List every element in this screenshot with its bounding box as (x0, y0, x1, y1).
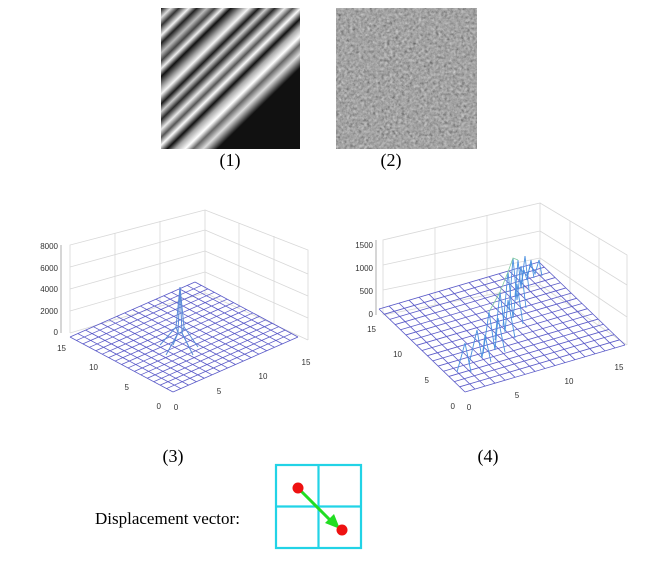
ridge-4 (456, 255, 543, 373)
mesh-line (478, 279, 566, 363)
mesh-line (89, 291, 215, 348)
mesh-line (194, 281, 299, 338)
mesh-line (171, 291, 275, 348)
mesh-line (82, 288, 209, 345)
y-tick: 10 (89, 363, 98, 372)
x-tick: 0 (467, 403, 472, 412)
y-tick: 5 (125, 383, 130, 392)
z-tick: 2000 (40, 307, 58, 316)
x-tick: 15 (615, 363, 624, 372)
mesh-line (538, 261, 626, 346)
y-tick: 5 (425, 376, 430, 385)
mesh-line (155, 298, 260, 355)
x-tick: 5 (217, 387, 222, 396)
mesh-3 (69, 281, 299, 393)
mesh-line (179, 288, 283, 345)
mesh-line (498, 273, 586, 358)
z-ticks-4: 0 500 1000 1500 (355, 241, 373, 319)
z-tick: 1500 (355, 241, 373, 250)
y-tick: 15 (57, 344, 66, 353)
x-tick: 10 (259, 372, 268, 381)
x-tick: 0 (174, 403, 179, 412)
mesh-line (405, 287, 566, 336)
z-tick: 0 (369, 310, 374, 319)
mesh-line (411, 292, 572, 341)
y-tick: 0 (451, 402, 456, 411)
peak-3 (159, 286, 199, 356)
x-ticks-4: 0 5 10 15 (467, 363, 624, 412)
start-point-dot (292, 482, 304, 494)
surface-plot-3: 0 2000 4000 6000 8000 0 5 10 15 0 5 10 1… (40, 209, 311, 412)
z-tick: 4000 (40, 285, 58, 294)
displacement-arrow (296, 486, 340, 529)
caption-3: (3) (162, 446, 184, 466)
caption-4: (4) (477, 446, 499, 466)
x-tick: 10 (565, 377, 574, 386)
mesh-line (108, 302, 234, 358)
mesh-line (95, 295, 221, 352)
mesh-line (147, 302, 252, 358)
displacement-label: Displacement vector: (95, 509, 240, 528)
z-tick: 8000 (40, 242, 58, 251)
x-tick: 15 (302, 358, 311, 367)
y-ticks-4: 0 5 10 15 (367, 325, 455, 411)
ridge-4-highlight (488, 257, 519, 313)
z-tick: 6000 (40, 264, 58, 273)
mesh-line (528, 264, 616, 349)
mesh-line (384, 266, 545, 315)
z-ticks-3: 0 2000 4000 6000 8000 (40, 242, 58, 337)
stripe-texture (161, 8, 300, 149)
x-tick: 5 (515, 391, 520, 400)
y-tick: 10 (393, 350, 402, 359)
y-tick: 0 (157, 402, 162, 411)
mesh-line (421, 303, 583, 351)
noise-texture (336, 8, 477, 149)
plot-box-3 (69, 209, 309, 341)
mesh-line (140, 305, 244, 362)
texture-image-1 (161, 8, 300, 149)
texture-image-2 (336, 8, 477, 149)
end-point-dot (336, 524, 348, 536)
z-tick: 1000 (355, 264, 373, 273)
mesh-line (488, 276, 576, 360)
mesh-line (102, 298, 228, 355)
x-ticks-3: 0 5 10 15 (174, 358, 311, 412)
z-tick: 500 (360, 287, 374, 296)
y-ticks-3: 0 5 10 15 (57, 344, 161, 411)
caption-1: (1) (219, 150, 241, 170)
caption-2: (2) (380, 150, 402, 170)
mesh-line (186, 285, 291, 341)
mesh-line (69, 281, 196, 338)
mesh-line (518, 267, 606, 352)
mesh-line (400, 282, 561, 331)
z-tick: 0 (54, 328, 59, 337)
surface-plot-4: 0 500 1000 1500 0 5 10 15 0 5 10 15 (355, 202, 628, 412)
displacement-vector-diagram (274, 463, 363, 550)
mesh-4 (378, 261, 626, 393)
y-tick: 15 (367, 325, 376, 334)
